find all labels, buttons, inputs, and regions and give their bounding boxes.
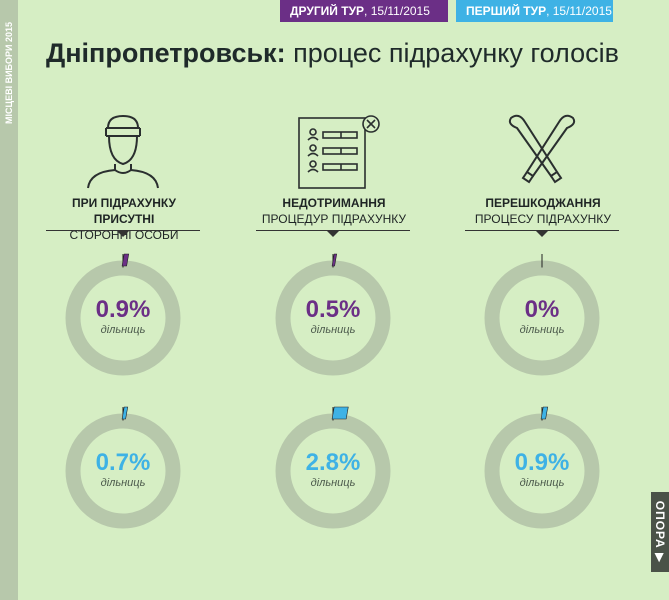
donut-unit-label: дільниць: [100, 477, 146, 489]
first-round-date: 15/11/2015: [552, 4, 612, 18]
category-label-3: ПЕРЕШКОДЖАННЯ ПРОЦЕСУ ПІДРАХУНКУ: [474, 196, 612, 226]
donut-value-label: 0.5%: [305, 296, 361, 323]
side-label: МІСЦЕВІ ВИБОРИ 2015: [4, 21, 14, 124]
label-underline-1: [46, 230, 200, 231]
donut-ring: [484, 260, 600, 376]
donut-second-1: 0.9% дільниць: [63, 253, 183, 378]
donut-svg: [275, 406, 391, 529]
donut-slice: [540, 406, 549, 420]
donut-value-label: 2.8%: [305, 449, 361, 476]
title-rest: процес підрахунку голосів: [293, 38, 619, 68]
donut-slice: [121, 406, 129, 420]
second-round-tag[interactable]: ДРУГИЙ ТУР, 15/11/2015: [280, 0, 448, 22]
opora-logo: ОПОРА ▶: [651, 492, 669, 572]
label-notch-3: [536, 231, 548, 237]
donut-second-3: 0% дільниць: [482, 254, 602, 378]
donut-first-3: 0.9% дільниць: [482, 406, 602, 531]
side-label-wrap: МІСЦЕВІ ВИБОРИ 2015: [0, 0, 18, 145]
donut-svg: [484, 406, 600, 529]
donut-unit-label: дільниць: [310, 324, 356, 336]
second-round-date: 15/11/2015: [370, 4, 430, 18]
donut-ring: [484, 413, 600, 529]
donut-value-label: 0.7%: [95, 449, 151, 476]
label-underline-3: [465, 230, 619, 231]
opora-logo-text: ОПОРА ▶: [653, 500, 667, 564]
donut-second-2: 0.5% дільниць: [273, 253, 393, 378]
first-round-label: ПЕРШИЙ ТУР: [466, 4, 547, 18]
donut-unit-label: дільниць: [100, 324, 146, 336]
label-notch-2: [327, 231, 339, 237]
label-underline-2: [256, 230, 410, 231]
title-city: Дніпропетровськ:: [46, 38, 286, 68]
donut-value-label: 0%: [524, 296, 560, 323]
second-round-label: ДРУГИЙ ТУР: [290, 4, 365, 18]
label-notch-1: [117, 231, 129, 237]
donut-ring: [275, 413, 391, 529]
donut-first-1: 0.7% дільниць: [63, 406, 183, 531]
donut-unit-label: дільниць: [519, 477, 565, 489]
first-round-tag[interactable]: ПЕРШИЙ ТУР, 15/11/2015: [456, 0, 613, 22]
donut-ring: [65, 260, 181, 376]
donut-value-label: 0.9%: [514, 449, 570, 476]
donut-slice: [331, 253, 338, 267]
donut-ring: [65, 413, 181, 529]
donut-ring: [275, 260, 391, 376]
donut-first-2: 2.8% дільниць: [273, 406, 393, 531]
person-with-cap-icon: [87, 114, 159, 189]
donut-unit-label: дільниць: [519, 324, 565, 336]
donut-svg: [65, 253, 181, 376]
donut-svg: [484, 254, 600, 376]
donut-unit-label: дільниць: [310, 477, 356, 489]
donut-svg: [65, 406, 181, 529]
category-label-1: ПРИ ПІДРАХУНКУ ПРИСУТНІ СТОРОННІ ОСОБИ: [69, 196, 179, 242]
page-title: Дніпропетровськ: процес підрахунку голос…: [46, 38, 619, 69]
category-label-2: НЕДОТРИМАННЯ ПРОЦЕДУР ПІДРАХУНКУ: [261, 196, 407, 226]
document-list-icon: [298, 115, 380, 189]
side-strip: МІСЦЕВІ ВИБОРИ 2015: [0, 0, 18, 600]
donut-slice: [331, 406, 349, 420]
crossed-bats-icon: [508, 114, 576, 184]
donut-svg: [275, 253, 391, 376]
donut-value-label: 0.9%: [95, 296, 151, 323]
donut-slice: [121, 253, 130, 267]
